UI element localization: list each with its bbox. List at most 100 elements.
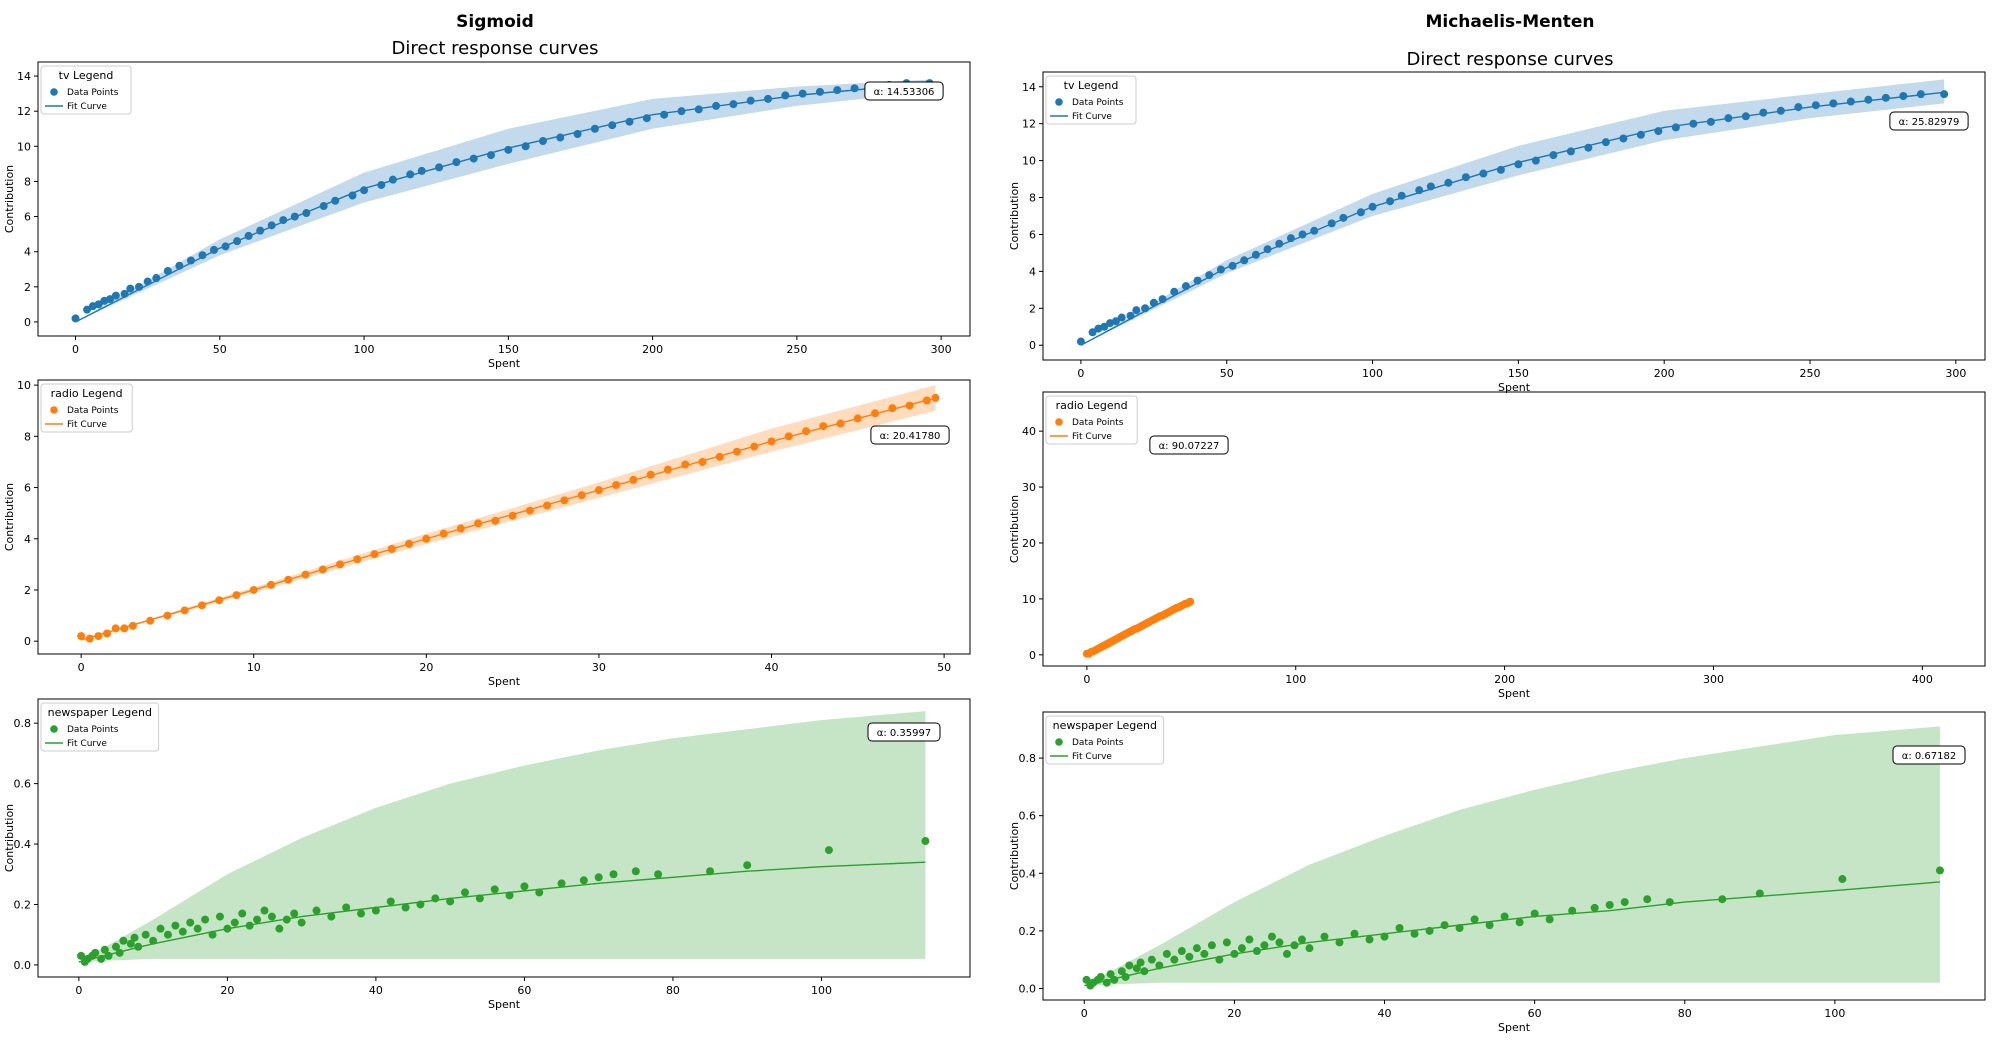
y-tick-label: 0: [24, 635, 31, 648]
x-tick-label: 250: [1800, 367, 1821, 380]
x-tick-label: 50: [937, 661, 951, 674]
data-point: [244, 231, 253, 240]
data-point: [1410, 929, 1419, 938]
y-tick-label: 0.0: [14, 959, 32, 972]
x-tick-label: 300: [1703, 673, 1724, 686]
chart-michaelis-menten-newspaper: 0 20 40 60 80 100 0.0 0.2 0.4 0.6 0.8 Spent Contribu…: [1008, 711, 1986, 1034]
data-point: [1096, 972, 1105, 981]
data-point: [1829, 99, 1838, 108]
data-point: [487, 151, 496, 160]
data-point: [370, 550, 379, 559]
y-axis-label: Contribution: [3, 483, 16, 551]
data-point: [152, 274, 161, 283]
data-point: [1267, 932, 1276, 941]
data-point: [1177, 947, 1186, 956]
data-point: [1286, 234, 1295, 243]
data-point: [97, 954, 106, 963]
x-tick-label: 30: [592, 661, 606, 674]
data-point: [297, 918, 306, 927]
data-point: [1479, 169, 1488, 178]
data-point: [1514, 160, 1523, 169]
data-point: [111, 291, 120, 300]
alpha-annotation: α: 90.07227: [1159, 441, 1220, 452]
data-point: [1643, 895, 1652, 904]
data-point: [1368, 202, 1377, 211]
data-point: [1076, 337, 1085, 346]
data-point: [590, 124, 599, 133]
y-tick-label: 6: [1029, 228, 1036, 241]
data-point: [1380, 932, 1389, 941]
data-point: [1724, 114, 1733, 123]
legend-label-data-points: Data Points: [67, 88, 119, 98]
data-point: [573, 130, 582, 139]
data-point: [1222, 938, 1231, 947]
data-point: [1794, 103, 1803, 112]
data-point: [1170, 955, 1179, 964]
data-point: [1252, 947, 1261, 956]
data-point: [401, 903, 410, 912]
alpha-annotation-box: [870, 425, 950, 445]
data-point: [103, 629, 112, 638]
x-axis-label: Spent: [1498, 1021, 1531, 1034]
data-point: [729, 100, 738, 109]
data-point: [388, 175, 397, 184]
x-tick-label: 150: [498, 343, 519, 356]
y-tick-label: 0.2: [14, 898, 32, 911]
data-point: [1205, 271, 1214, 280]
data-point: [1228, 261, 1237, 270]
y-tick-label: 0.6: [14, 778, 32, 791]
y-tick-label: 0: [1029, 339, 1036, 352]
data-point: [156, 924, 165, 933]
data-point: [119, 936, 128, 945]
data-point: [1706, 117, 1715, 126]
data-point: [888, 404, 897, 413]
data-point: [115, 948, 124, 957]
data-point: [312, 906, 321, 915]
data-point: [146, 616, 155, 625]
data-point: [106, 295, 115, 304]
data-point: [609, 870, 618, 879]
data-point: [921, 837, 930, 846]
data-point: [336, 560, 345, 569]
data-point: [698, 457, 707, 466]
y-tick-label: 6: [24, 482, 31, 495]
legend-marker-data-points: [1055, 738, 1063, 746]
x-axis-label: Spent: [1498, 381, 1531, 394]
data-point: [764, 94, 773, 103]
data-point: [1397, 191, 1406, 200]
data-point: [833, 86, 842, 95]
data-point: [331, 196, 340, 205]
data-point: [318, 565, 327, 574]
plot-frame: [37, 61, 971, 337]
legend-title: newspaper Legend: [48, 706, 152, 719]
y-tick-label: 0.2: [1019, 925, 1037, 938]
y-tick-label: 0.0: [1019, 982, 1037, 995]
x-tick-label: 50: [213, 343, 227, 356]
data-point: [1620, 898, 1629, 907]
legend-label-fit-curve: Fit Curve: [1072, 752, 1112, 762]
x-tick-label: 100: [1824, 1007, 1845, 1020]
fit-curve: [1080, 91, 1945, 346]
legend-marker-data-points: [50, 88, 58, 96]
x-tick-label: 100: [1362, 367, 1383, 380]
data-point: [210, 245, 219, 254]
y-tick-label: 2: [24, 584, 31, 597]
data-point: [422, 534, 431, 543]
x-tick-label: 60: [1528, 1007, 1542, 1020]
alpha-annotation-box: [1149, 435, 1229, 455]
data-point: [1162, 949, 1171, 958]
x-tick-label: 20: [220, 984, 234, 997]
data-point: [850, 84, 859, 93]
data-point: [625, 117, 634, 126]
legend-box: [1045, 75, 1137, 125]
data-point: [1230, 949, 1239, 958]
confidence-band: [81, 385, 936, 640]
data-point: [1140, 967, 1149, 976]
data-point: [784, 432, 793, 441]
alpha-annotation-box: [867, 722, 941, 742]
data-point: [543, 501, 552, 510]
data-point: [608, 121, 617, 130]
data-point: [1282, 949, 1291, 958]
y-axis-label: Contribution: [1008, 182, 1021, 250]
data-point: [126, 284, 135, 293]
